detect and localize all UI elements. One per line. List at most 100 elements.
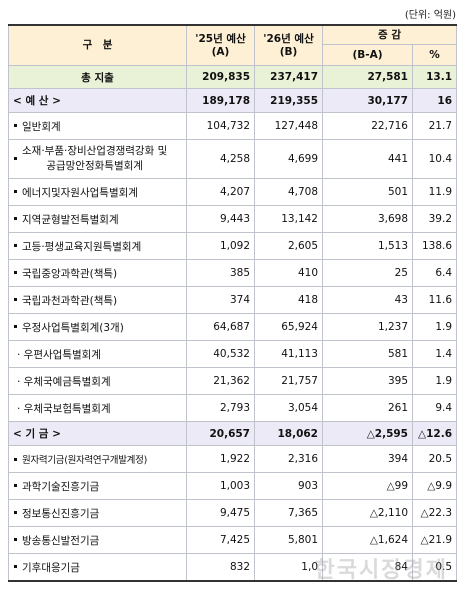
row-b: 2,316 [254, 445, 323, 473]
table-row: 정보통신진흥기금 9,475 7,365 △2,110 △22.3 [8, 499, 458, 527]
row-label: 지역균형발전특별회계 [22, 213, 119, 226]
row-diff: 1,237 [322, 313, 413, 341]
row-pct: 1.4 [411, 340, 458, 368]
unit-label: (단위: 억원) [404, 10, 456, 21]
row-pct: △9.9 [411, 472, 458, 500]
row-a: 374 [186, 286, 255, 314]
watermark-logo: 한국시장경제 [314, 558, 448, 583]
budget-section-row: < 예 산 > 189,178 219,355 30,177 16 [8, 88, 458, 113]
row-b: 13,142 [254, 205, 323, 233]
row-label: 국립중앙과학관(책특) [22, 267, 118, 280]
table-row: 에너지및자원사업특별회계 4,207 4,708 501 11.9 [8, 178, 458, 206]
header-2025: '25년 예산 (A) [186, 24, 255, 66]
row-pct: 9.4 [411, 394, 458, 422]
row-a: 4,258 [186, 139, 255, 179]
row-diff: △1,624 [322, 526, 413, 554]
row-pct: 11.9 [411, 178, 458, 206]
table-row: 소재·부품·장비산업경쟁력강화 및 공급망안정화특별회계 4,258 4,699 44… [8, 139, 458, 179]
table-row: 국립과천과학관(책특) 374 418 43 11.6 [8, 286, 458, 314]
row-b: 7,365 [254, 499, 323, 527]
bullet-icon [14, 325, 17, 328]
total-label: 총 지출 [8, 65, 187, 89]
row-diff: 25 [322, 259, 413, 287]
total-a: 209,835 [186, 65, 255, 89]
row-label: · 우체국보험특별회계 [8, 394, 187, 422]
fund-section-pct: △12.6 [411, 421, 458, 446]
bullet-icon [14, 458, 17, 461]
row-a: 2,793 [186, 394, 255, 422]
row-label: 소재·부품·장비산업경쟁력강화 및 공급망안정화특별회계 [22, 145, 168, 172]
row-diff: 395 [322, 367, 413, 395]
row-label: 과학기술진흥기금 [22, 480, 100, 493]
row-a: 1,922 [186, 445, 255, 473]
row-b: 2,605 [254, 232, 323, 260]
table-row: 원자력기금(원자력연구개발계정) 1,922 2,316 394 20.5 [8, 445, 458, 473]
row-diff: 441 [322, 139, 413, 179]
row-label: 고등·평생교육지원특별회계 [22, 240, 142, 253]
row-diff: △2,110 [322, 499, 413, 527]
table-row: 지역균형발전특별회계 9,443 13,142 3,698 39.2 [8, 205, 458, 233]
header-category: 구 분 [8, 24, 187, 66]
header-diff: (B-A) [322, 44, 413, 66]
table-row: 기후대응기금 832 1,0 84 0.5 [8, 553, 458, 582]
row-a: 104,732 [186, 112, 255, 140]
bullet-icon [14, 538, 17, 541]
row-b: 127,448 [254, 112, 323, 140]
row-pct: 11.6 [411, 286, 458, 314]
row-label: 우정사업특별회계(3개) [22, 321, 124, 334]
table-row: 고등·평생교육지원특별회계 1,092 2,605 1,513 138.6 [8, 232, 458, 260]
row-label: 일반회계 [22, 120, 61, 133]
bullet-icon [14, 217, 17, 220]
total-row: 총 지출 209,835 237,417 27,581 13.1 [8, 65, 458, 89]
table-row: · 우체국예금특별회계 21,362 21,757 395 1.9 [8, 367, 458, 395]
row-pct: 6.4 [411, 259, 458, 287]
bullet-icon [14, 271, 17, 274]
row-pct: 1.9 [411, 313, 458, 341]
fund-section-row: < 기 금 > 20,657 18,062 △2,595 △12.6 [8, 421, 458, 446]
row-pct: △21.9 [411, 526, 458, 554]
row-a: 4,207 [186, 178, 255, 206]
fund-section-diff: △2,595 [322, 421, 413, 446]
row-b: 4,708 [254, 178, 323, 206]
fund-section-a: 20,657 [186, 421, 255, 446]
row-b: 5,801 [254, 526, 323, 554]
row-a: 21,362 [186, 367, 255, 395]
total-diff: 27,581 [322, 65, 413, 89]
fund-section-b: 18,062 [254, 421, 323, 446]
row-label: 방송통신발전기금 [22, 534, 100, 547]
bullet-icon [14, 124, 17, 127]
bullet-icon [14, 156, 17, 160]
row-a: 9,443 [186, 205, 255, 233]
row-diff: 84 [322, 553, 413, 582]
row-diff: 3,698 [322, 205, 413, 233]
budget-table: 구 분 '25년 예산 (A) '26년 예산 (B) 증 감 (B-A) % … [8, 24, 458, 582]
fund-section-label: < 기 금 > [8, 421, 187, 446]
row-a: 64,687 [186, 313, 255, 341]
row-label: 국립과천과학관(책특) [22, 294, 118, 307]
row-b: 903 [254, 472, 323, 500]
total-b: 237,417 [254, 65, 323, 89]
row-a: 40,532 [186, 340, 255, 368]
table-row: · 우체국보험특별회계 2,793 3,054 261 9.4 [8, 394, 458, 422]
budget-section-a: 189,178 [186, 88, 255, 113]
bullet-icon [14, 244, 17, 247]
row-pct: 138.6 [411, 232, 458, 260]
table-row: 방송통신발전기금 7,425 5,801 △1,624 △21.9 [8, 526, 458, 554]
bullet-icon [14, 484, 17, 487]
row-b: 4,699 [254, 139, 323, 179]
row-diff: 394 [322, 445, 413, 473]
table-row: 우정사업특별회계(3개) 64,687 65,924 1,237 1.9 [8, 313, 458, 341]
row-b: 65,924 [254, 313, 323, 341]
row-b: 3,054 [254, 394, 323, 422]
table-row: 과학기술진흥기금 1,003 903 △99 △9.9 [8, 472, 458, 500]
row-a: 832 [186, 553, 255, 582]
row-b: 21,757 [254, 367, 323, 395]
row-b: 418 [254, 286, 323, 314]
budget-section-label: < 예 산 > [8, 88, 187, 113]
row-a: 1,003 [186, 472, 255, 500]
budget-section-b: 219,355 [254, 88, 323, 113]
row-diff: 1,513 [322, 232, 413, 260]
row-pct: △22.3 [411, 499, 458, 527]
row-b: 41,113 [254, 340, 323, 368]
row-pct: 0.5 [411, 553, 458, 582]
